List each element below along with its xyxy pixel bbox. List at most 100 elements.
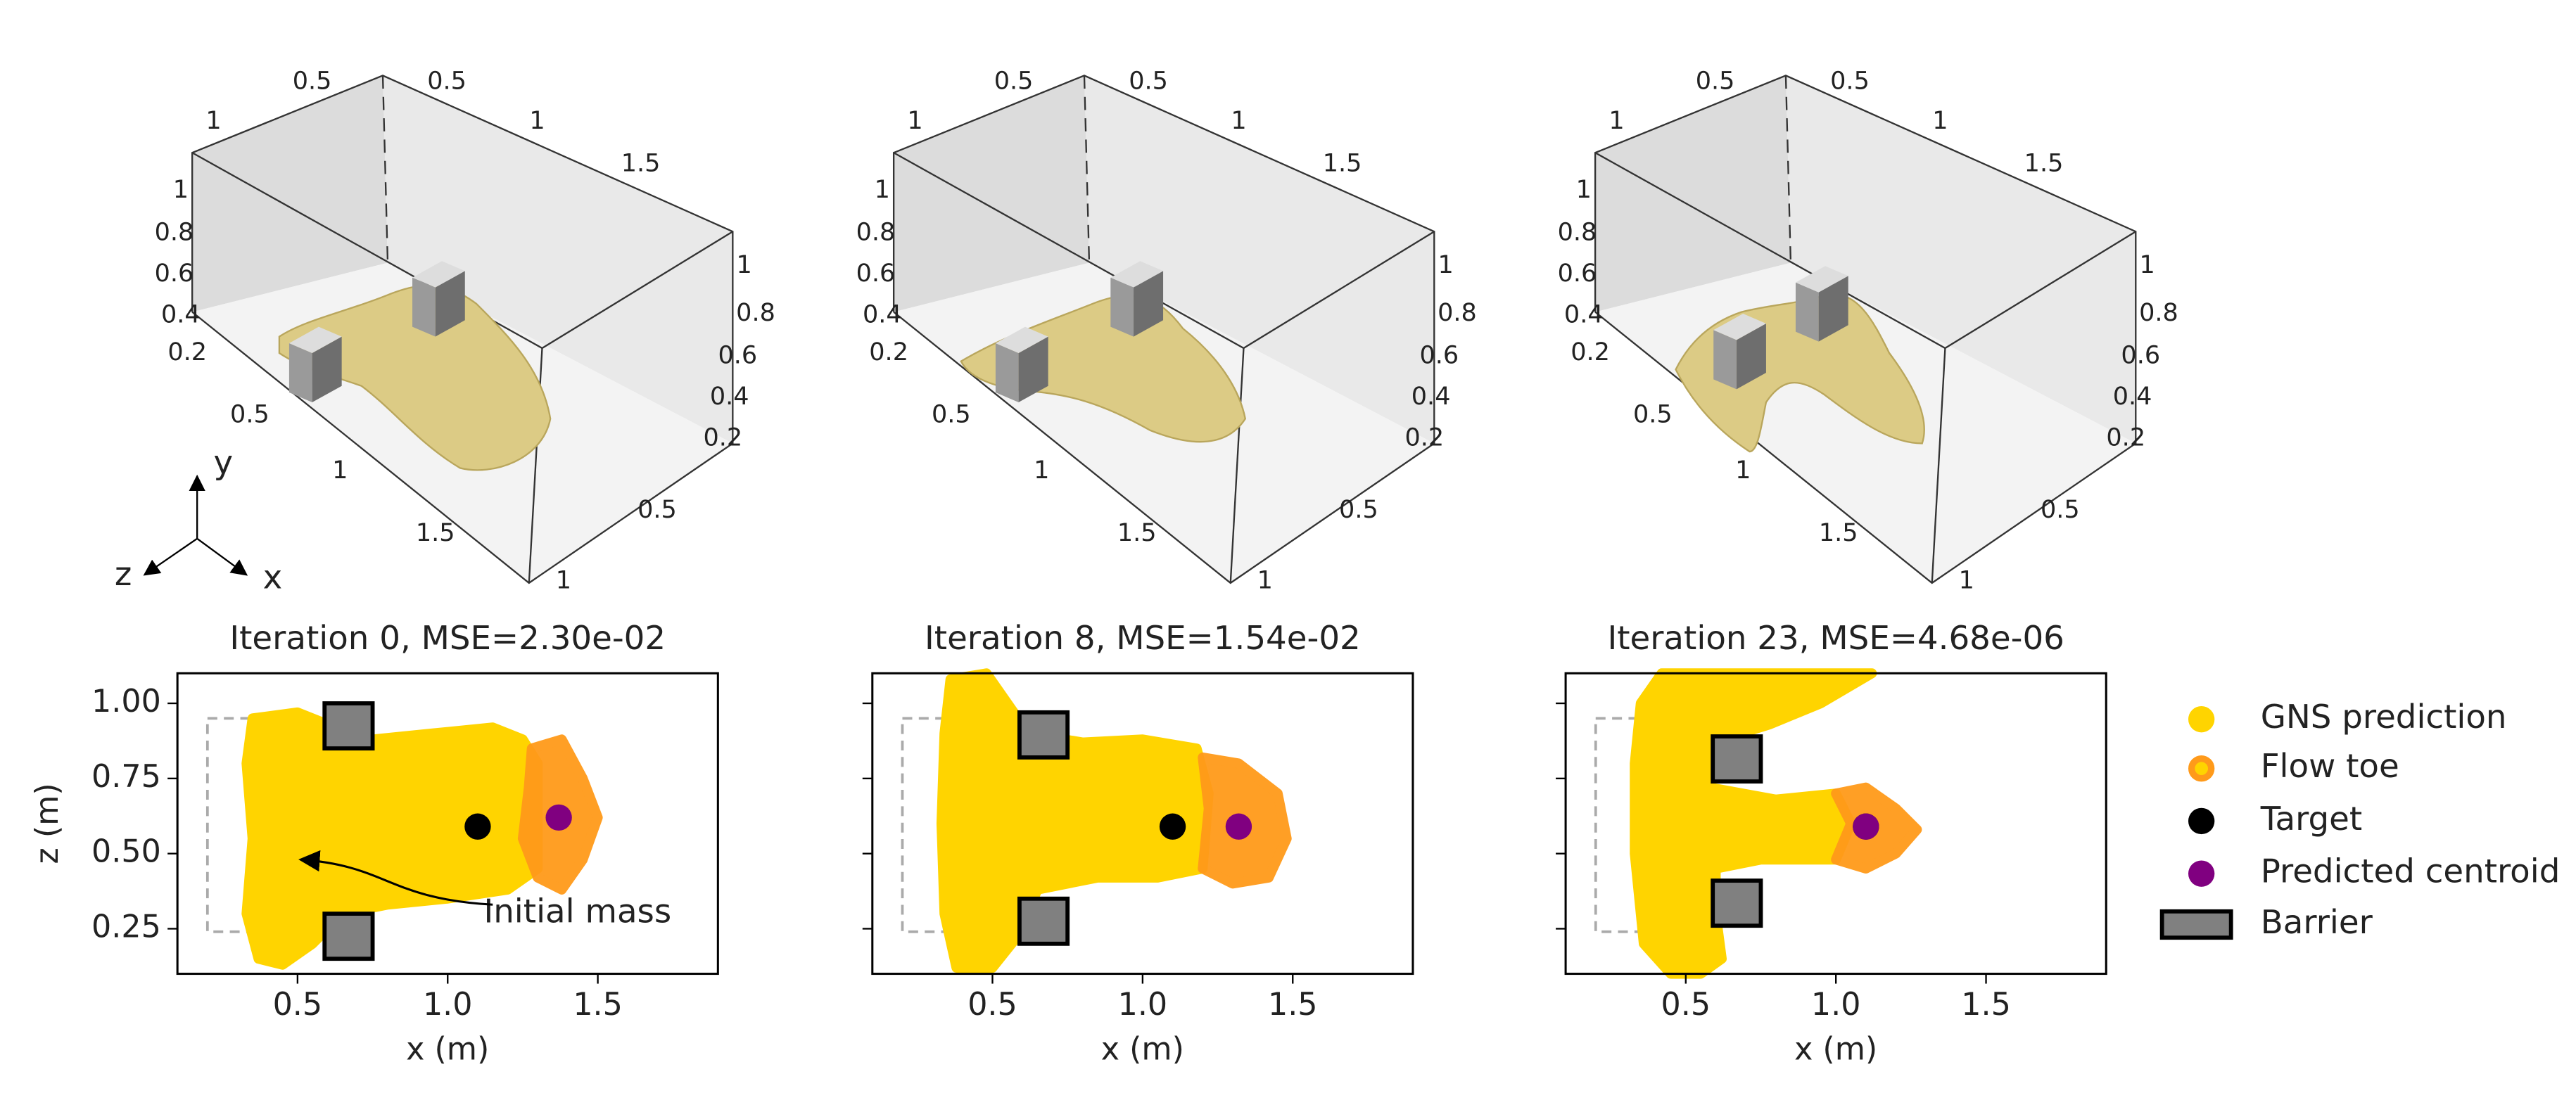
target bbox=[464, 813, 491, 840]
particle-mass bbox=[278, 284, 552, 471]
3d-tick-label: 1 bbox=[332, 456, 348, 485]
hidden-edge bbox=[1784, 75, 1792, 263]
barrier-3d bbox=[1110, 277, 1134, 337]
triad-axis bbox=[143, 537, 198, 576]
x-tick-label: 1.5 bbox=[1961, 987, 2011, 1023]
3d-tick-label: 0.4 bbox=[2113, 382, 2152, 411]
back-wall bbox=[383, 75, 733, 444]
barrier-3d bbox=[412, 277, 436, 337]
3d-tick-label: 0.8 bbox=[1558, 218, 1597, 247]
barrier-3d bbox=[995, 326, 1048, 353]
predicted-centroid bbox=[545, 804, 572, 831]
triad-label: y bbox=[214, 444, 234, 482]
hidden-edge bbox=[381, 75, 389, 263]
chart-title: Iteration 8, MSE=1.54e-02 bbox=[925, 620, 1361, 658]
hidden-edge bbox=[1083, 75, 1091, 263]
legend-swatch bbox=[2188, 705, 2215, 733]
barrier-3d bbox=[412, 261, 465, 288]
3d-tick-label: 0.6 bbox=[2121, 341, 2160, 370]
barrier bbox=[1711, 878, 1763, 928]
barrier-3d bbox=[288, 326, 342, 353]
box-edge bbox=[1931, 347, 1946, 583]
3d-tick-label: 1 bbox=[2139, 250, 2155, 279]
3d-tick-label: 1 bbox=[1609, 106, 1624, 135]
3d-tick-label: 0.2 bbox=[1571, 338, 1610, 366]
annotation: Initial mass bbox=[483, 893, 671, 931]
y-tick-label: 1.00 bbox=[91, 684, 161, 720]
x-tick-label: 0.5 bbox=[1661, 987, 1711, 1023]
barrier bbox=[1017, 896, 1070, 946]
3d-tick-label: 1.5 bbox=[1117, 518, 1157, 547]
barrier-3d bbox=[995, 343, 1019, 403]
barrier-3d bbox=[312, 336, 342, 403]
3d-tick-label: 1 bbox=[875, 175, 890, 204]
x-tick-label: 0.5 bbox=[273, 987, 323, 1023]
3d-tick-label: 1 bbox=[1231, 106, 1246, 135]
3d-tick-label: 0.2 bbox=[703, 423, 742, 452]
3d-tick-label: 1 bbox=[1735, 456, 1751, 485]
3d-tick-label: 0.6 bbox=[718, 341, 757, 370]
triad-axis bbox=[196, 537, 248, 576]
3d-tick-label: 1.5 bbox=[1323, 148, 1362, 177]
box-edge bbox=[1229, 347, 1245, 583]
barrier-3d bbox=[288, 343, 312, 403]
legend-label: Flow toe bbox=[2261, 748, 2399, 786]
back-wall bbox=[192, 75, 388, 312]
barrier-3d bbox=[1110, 261, 1164, 288]
legend-label: GNS prediction bbox=[2261, 698, 2507, 736]
render-3d: 0.5 0.5 1 1 1.5 1 0.8 0.6 0.4 0.2 1 0.8 0.6 0.4 0.2 0.5… bbox=[856, 67, 1477, 595]
legend-label: Barrier bbox=[2261, 904, 2373, 942]
x-axis-label: x (m) bbox=[1794, 1031, 1877, 1067]
3d-tick-label: 1.5 bbox=[621, 148, 661, 177]
barrier bbox=[1711, 734, 1763, 784]
y-tick-label: 0.75 bbox=[91, 759, 161, 795]
3d-tick-label: 0.5 bbox=[230, 400, 269, 429]
x-tick-label: 0.5 bbox=[967, 987, 1017, 1023]
barrier-3d bbox=[1018, 336, 1048, 403]
barrier-3d bbox=[1795, 282, 1819, 342]
3d-tick-label: 1 bbox=[529, 106, 545, 135]
3d-tick-label: 0.4 bbox=[710, 382, 749, 411]
3d-tick-label: 1.5 bbox=[2024, 148, 2064, 177]
barrier bbox=[1017, 710, 1070, 760]
3d-tick-label: 0.8 bbox=[1438, 298, 1477, 327]
chart-title: Iteration 0, MSE=2.30e-02 bbox=[229, 620, 666, 658]
3d-tick-label: 1.5 bbox=[1819, 518, 1858, 547]
3d-tick-label: 1 bbox=[1576, 175, 1592, 204]
3d-tick-label: 0.5 bbox=[1129, 67, 1168, 96]
3d-tick-label: 1 bbox=[205, 106, 221, 135]
x-tick-label: 1.5 bbox=[573, 987, 623, 1023]
barrier-3d bbox=[1713, 313, 1766, 340]
3d-tick-label: 0.2 bbox=[167, 338, 207, 366]
back-wall bbox=[894, 75, 1089, 312]
x-tick-label: 1.0 bbox=[1118, 987, 1168, 1023]
predicted-centroid bbox=[1853, 813, 1879, 840]
3d-tick-label: 0.4 bbox=[1564, 300, 1604, 328]
x-tick-label: 1.0 bbox=[423, 987, 473, 1023]
barrier-3d bbox=[1795, 266, 1848, 293]
3d-tick-label: 0.5 bbox=[427, 67, 467, 96]
3d-tick-label: 1 bbox=[1959, 566, 1974, 595]
barrier bbox=[322, 912, 375, 961]
gns-prediction bbox=[241, 707, 543, 970]
3d-tick-label: 1 bbox=[173, 175, 189, 204]
3d-tick-label: 0.5 bbox=[932, 400, 971, 429]
3d-tick-label: 1 bbox=[1932, 106, 1948, 135]
legend-swatch bbox=[2188, 807, 2215, 835]
annotation-arrow bbox=[298, 850, 493, 906]
3d-tick-label: 0.6 bbox=[155, 259, 194, 288]
x-axis-label: x (m) bbox=[406, 1031, 489, 1067]
3d-tick-label: 0.4 bbox=[863, 300, 902, 328]
3d-tick-label: 0.6 bbox=[856, 259, 896, 288]
target bbox=[1159, 813, 1186, 840]
back-wall bbox=[1595, 75, 1791, 312]
3d-tick-label: 0.5 bbox=[2041, 495, 2080, 524]
3d-tick-label: 0.4 bbox=[1411, 382, 1451, 411]
legend-label: Target bbox=[2260, 800, 2362, 838]
render-3d: 0.5 0.5 1 1 1.5 1 0.8 0.6 0.4 0.2 1 0.8 0.6 0.4 0.2 0.5… bbox=[155, 67, 775, 595]
barrier-3d bbox=[1134, 271, 1164, 337]
3d-tick-label: 1 bbox=[556, 566, 571, 595]
3d-tick-label: 1 bbox=[1034, 456, 1049, 485]
x-axis-label: x (m) bbox=[1101, 1031, 1184, 1067]
